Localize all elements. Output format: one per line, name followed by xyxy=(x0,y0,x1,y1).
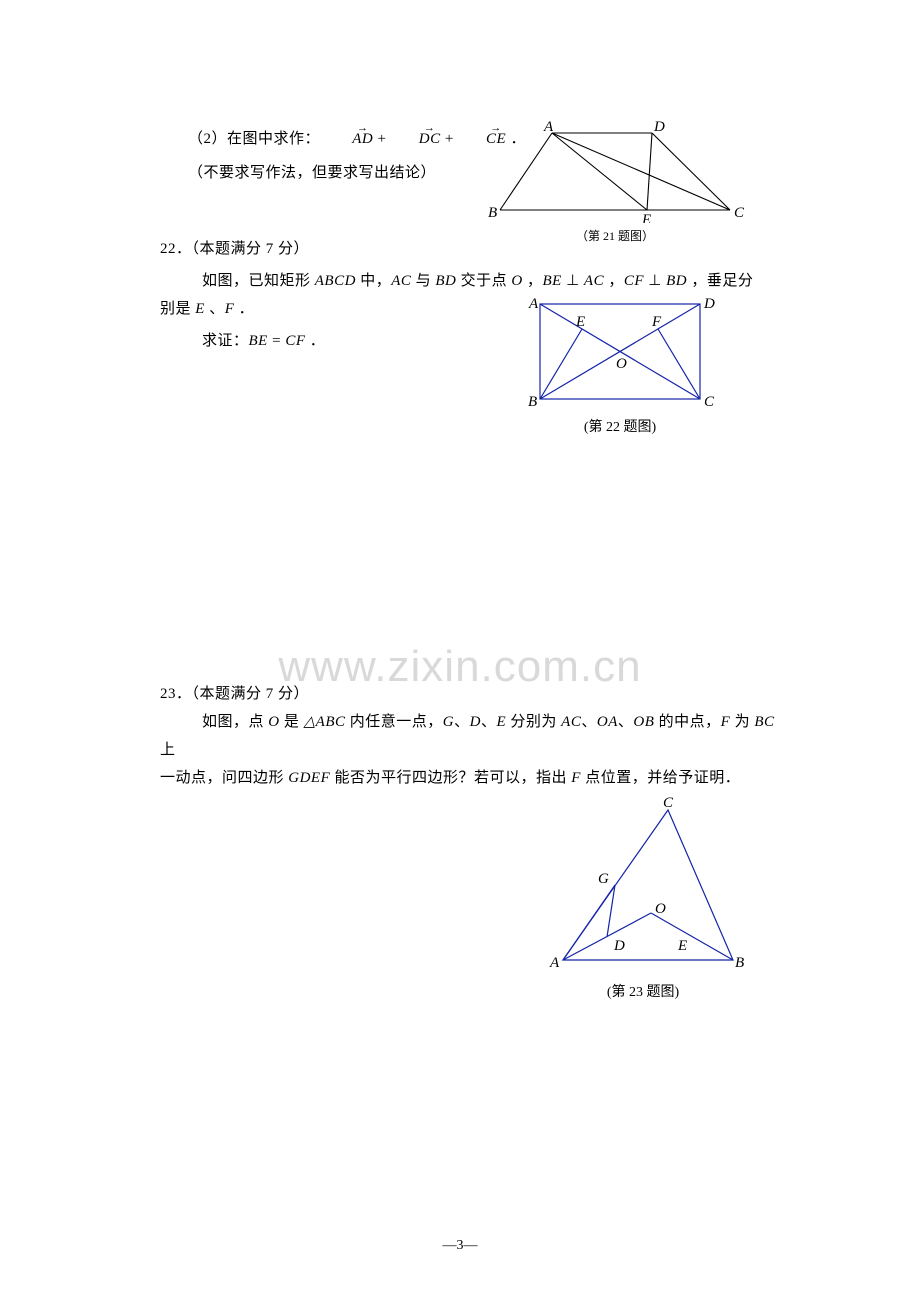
q22-line2: 别是 E 、F ． xyxy=(160,295,790,323)
figure-22-caption: (第 22 题图) xyxy=(520,416,720,436)
fig23-D: D xyxy=(613,938,625,954)
fig23-C: C xyxy=(663,795,674,811)
q22-p2: ⊥ xyxy=(644,273,666,289)
q23-t4: 分别为 xyxy=(506,714,561,730)
figure-23: C A B G O D E (第 23 题图) xyxy=(538,795,748,1001)
q22-t9: ． xyxy=(234,301,254,317)
q22-p1: ⊥ xyxy=(562,273,584,289)
q23-e: E xyxy=(496,714,506,730)
q22-prove: 求证：BE = CF ． xyxy=(160,327,790,355)
q22-ac: AC xyxy=(391,273,411,289)
q23-bc: BC xyxy=(754,714,774,730)
fig21-B: B xyxy=(488,205,497,221)
fig21-C: C xyxy=(734,205,745,221)
q22-t4: 交于点 xyxy=(456,273,511,289)
q23-f2: F xyxy=(571,770,581,786)
q23-gdef: GDEF xyxy=(288,770,330,786)
q23-header: 23．（本题满分 7 分） xyxy=(160,680,790,708)
q21-prefix: （2）在图中求作： xyxy=(188,131,320,147)
q22-pd: CF xyxy=(285,333,305,349)
page-body: （2）在图中求作： AD + DC + CE ． （不要求写作法，但要求写出结论… xyxy=(0,0,920,792)
q23-ob: OB xyxy=(633,714,654,730)
q23-t6: 为 xyxy=(730,714,754,730)
q22-pc: = xyxy=(268,333,285,349)
fig22-C: C xyxy=(704,394,715,410)
q23-tri: △ABC xyxy=(304,714,346,730)
q22-be: BE xyxy=(543,273,562,289)
q23-t5: 的中点， xyxy=(654,714,720,730)
q22-t3: 与 xyxy=(411,273,435,289)
q22-pb: BE xyxy=(249,333,268,349)
q22-header: 22．（本题满分 7 分） xyxy=(160,235,790,263)
q23-t8: 一动点，问四边形 xyxy=(160,770,288,786)
q22-pe: ． xyxy=(305,333,325,349)
fig23-O: O xyxy=(655,901,666,917)
q22-bd: BD xyxy=(435,273,456,289)
q21-block: （2）在图中求作： AD + DC + CE ． （不要求写作法，但要求写出结论… xyxy=(160,125,790,187)
q23-t2: 是 xyxy=(280,714,304,730)
q22-t5: ， xyxy=(523,273,543,289)
fig22-O: O xyxy=(616,356,627,372)
q22-t2: 中， xyxy=(356,273,391,289)
q21-vec2: DC xyxy=(391,125,441,153)
q23-oa: OA xyxy=(597,714,618,730)
q23-g: G xyxy=(443,714,454,730)
fig23-G: G xyxy=(598,871,609,887)
figure-23-svg: C A B G O D E xyxy=(538,795,748,975)
q23-t3: 内任意一点， xyxy=(346,714,443,730)
q22-e2: E xyxy=(195,301,205,317)
q21-suffix: ． xyxy=(510,131,526,147)
q22-abcd: ABCD xyxy=(315,273,356,289)
q23-s2: 、 xyxy=(481,714,497,730)
q23-o: O xyxy=(268,714,279,730)
q23-line1: 如图，点 O 是 △ABC 内任意一点，G、D、E 分别为 AC、OA、OB 的… xyxy=(160,708,790,764)
q23-s4: 、 xyxy=(618,714,634,730)
page-number: —3— xyxy=(0,1238,920,1254)
figure-23-caption: (第 23 题图) xyxy=(538,981,748,1001)
q23-block: 23．（本题满分 7 分） 如图，点 O 是 △ABC 内任意一点，G、D、E … xyxy=(160,680,790,792)
q22-f2: F xyxy=(225,301,235,317)
q23-ac: AC xyxy=(561,714,581,730)
q22-bd2: BD xyxy=(666,273,687,289)
q21-plus1: + xyxy=(378,131,391,147)
q22-ac2: AC xyxy=(584,273,604,289)
q23-s3: 、 xyxy=(581,714,597,730)
q22-t1: 如图，已知矩形 xyxy=(202,273,315,289)
q23-t1: 如图，点 xyxy=(202,714,268,730)
q22-cf: CF xyxy=(624,273,644,289)
q21-line2: （不要求写作法，但要求写出结论） xyxy=(160,159,790,187)
q23-d: D xyxy=(470,714,481,730)
q22-t8: 、 xyxy=(205,301,225,317)
q21-plus2: + xyxy=(445,131,458,147)
q23-t10: 点位置，并给予证明． xyxy=(581,770,740,786)
q22-line1: 如图，已知矩形 ABCD 中，AC 与 BD 交于点 O ，BE ⊥ AC ，C… xyxy=(160,267,790,295)
q23-f: F xyxy=(721,714,731,730)
fig23-E: E xyxy=(677,938,687,954)
q22-c1: ， xyxy=(604,273,624,289)
q22-t7: 别是 xyxy=(160,301,195,317)
q22-block: 22．（本题满分 7 分） 如图，已知矩形 ABCD 中，AC 与 BD 交于点… xyxy=(160,235,790,355)
fig23-B: B xyxy=(735,955,744,971)
q23-s1: 、 xyxy=(454,714,470,730)
fig22-B: B xyxy=(528,394,537,410)
q23-t9: 能否为平行四边形？若可以，指出 xyxy=(330,770,571,786)
q23-line2: 一动点，问四边形 GDEF 能否为平行四边形？若可以，指出 F 点位置，并给予证… xyxy=(160,764,790,792)
q21-vec3: CE xyxy=(458,125,506,153)
q21-line1: （2）在图中求作： AD + DC + CE ． xyxy=(160,125,790,153)
q22-o: O xyxy=(511,273,522,289)
fig23-A: A xyxy=(549,955,560,971)
fig21-E: E xyxy=(641,212,651,223)
q22-t6: ，垂足分 xyxy=(687,273,753,289)
q21-vec1: AD xyxy=(324,125,373,153)
q22-pa: 求证： xyxy=(202,333,249,349)
q23-t7: 上 xyxy=(160,742,176,758)
